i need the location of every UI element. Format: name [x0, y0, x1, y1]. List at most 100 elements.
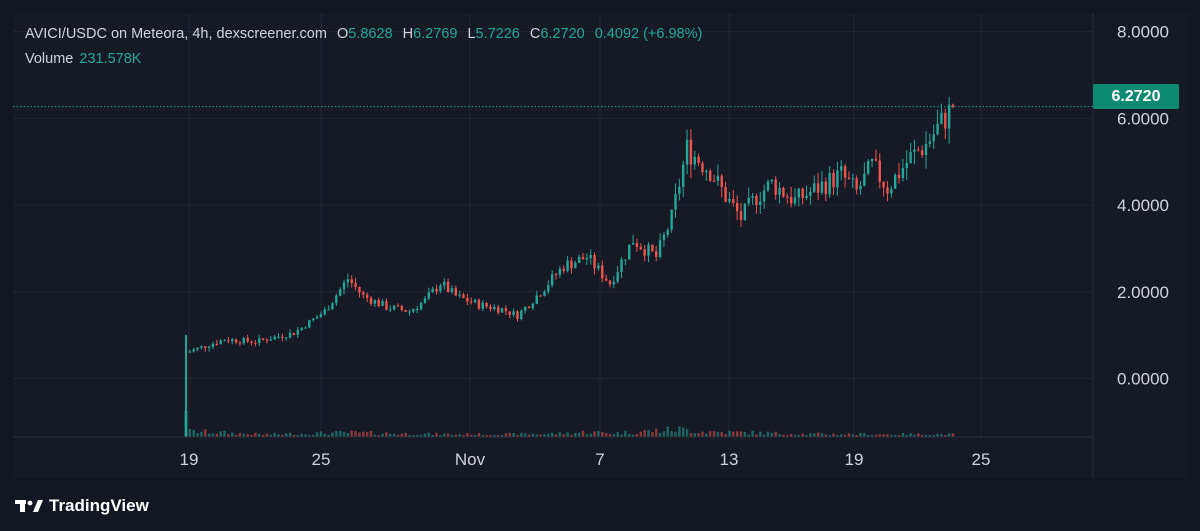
- volume-bar: [543, 434, 546, 437]
- volume-bar: [782, 434, 785, 437]
- candle-body: [947, 104, 951, 129]
- brand-name: TradingView: [49, 496, 149, 515]
- candle-body: [751, 195, 754, 198]
- volume-bar: [608, 433, 612, 437]
- chart-area[interactable]: 8.0000 6.0000 4.0000 2.0000 0.0000 19 25 Nov 7 13…: [13, 13, 1189, 478]
- candle-body: [682, 164, 685, 187]
- volume-bar: [786, 435, 789, 437]
- volume-bar: [211, 433, 215, 437]
- volume-bar: [863, 433, 866, 437]
- candle-body: [261, 338, 265, 340]
- candle-body: [373, 300, 377, 304]
- volume-bars: [184, 411, 955, 437]
- candle-body: [342, 282, 346, 290]
- candle-body: [566, 260, 569, 271]
- volume-bar: [473, 435, 477, 437]
- candle-body: [847, 177, 851, 179]
- candle-body: [570, 260, 573, 269]
- volume-bar: [269, 434, 272, 437]
- volume-bar: [462, 435, 465, 437]
- candle-body: [231, 339, 234, 342]
- volume-bar: [809, 433, 812, 437]
- volume-bar: [204, 429, 207, 437]
- volume-bar: [936, 434, 939, 437]
- volume-bar: [258, 433, 261, 437]
- candle-body: [585, 258, 589, 260]
- volume-bar: [855, 435, 858, 437]
- candle-body: [813, 183, 816, 192]
- volume-bar: [493, 435, 496, 437]
- volume-bar: [724, 434, 727, 437]
- candle-body: [624, 259, 627, 261]
- candle-body: [701, 163, 704, 172]
- volume-bar: [878, 434, 881, 437]
- volume-bar: [207, 433, 211, 437]
- volume-bar: [470, 435, 473, 437]
- volume-bar: [728, 430, 731, 437]
- candle-body: [412, 309, 415, 312]
- volume-bar: [851, 434, 854, 437]
- volume-bar: [901, 432, 905, 437]
- volume-bar: [200, 431, 203, 437]
- volume-bar: [192, 429, 195, 437]
- candle-body: [597, 265, 600, 269]
- volume-bar: [520, 432, 523, 437]
- open-value: 5.8628: [348, 26, 393, 42]
- volume-bar: [832, 433, 835, 437]
- volume-bar: [716, 431, 720, 437]
- volume-bar: [431, 435, 434, 437]
- candle-body: [655, 251, 658, 258]
- candle-body: [674, 193, 677, 210]
- candle-body: [770, 179, 774, 182]
- candle-body: [523, 306, 527, 311]
- candlestick-chart[interactable]: 8.0000 6.0000 4.0000 2.0000 0.0000 19 25 Nov 7 13…: [13, 13, 1189, 478]
- volume-bar: [593, 431, 596, 437]
- x-tick-label: 25: [972, 450, 991, 469]
- candle-body: [678, 186, 681, 194]
- volume-bar: [539, 434, 542, 437]
- candle-body: [809, 191, 812, 196]
- volume-bar: [762, 434, 766, 437]
- candle-body: [219, 340, 222, 345]
- tradingview-branding[interactable]: TradingView: [15, 496, 149, 516]
- volume-bar: [427, 432, 431, 437]
- candle-body: [277, 336, 280, 338]
- candle-body: [439, 285, 442, 292]
- volume-bar: [234, 434, 238, 437]
- candle-body: [404, 309, 407, 312]
- candle-body: [462, 294, 465, 298]
- candle-body: [489, 306, 492, 310]
- candle-body: [427, 292, 431, 299]
- volume-bar: [296, 434, 299, 437]
- candle-body: [836, 170, 839, 188]
- open-label: O: [336, 26, 349, 42]
- candle-body: [539, 295, 542, 297]
- volume-bar: [373, 434, 377, 437]
- x-tick-label: 13: [720, 450, 739, 469]
- volume-bar: [454, 434, 457, 437]
- candle-body: [238, 342, 242, 344]
- x-tick-label: 25: [312, 450, 331, 469]
- volume-bar: [947, 433, 951, 437]
- candle-body: [531, 303, 535, 308]
- candle-body: [581, 256, 585, 260]
- volume-bar: [859, 432, 862, 437]
- candle-body: [778, 187, 781, 195]
- candle-body: [909, 151, 912, 164]
- volume-bar: [335, 430, 338, 437]
- candle-body: [458, 294, 461, 296]
- volume-bar: [288, 432, 292, 437]
- candle-body: [550, 274, 554, 286]
- candle-body: [204, 346, 207, 348]
- candle-body: [867, 161, 870, 174]
- volume-bar: [828, 435, 831, 437]
- y-tick-label: 2.0000: [1117, 283, 1169, 302]
- candle-body: [485, 302, 488, 307]
- volume-bar: [577, 432, 581, 437]
- volume-bar: [496, 435, 500, 437]
- volume-bar: [797, 435, 801, 437]
- volume-bar: [550, 432, 554, 437]
- candle-body: [840, 166, 843, 171]
- candle-body: [431, 288, 434, 293]
- volume-bar: [369, 430, 373, 437]
